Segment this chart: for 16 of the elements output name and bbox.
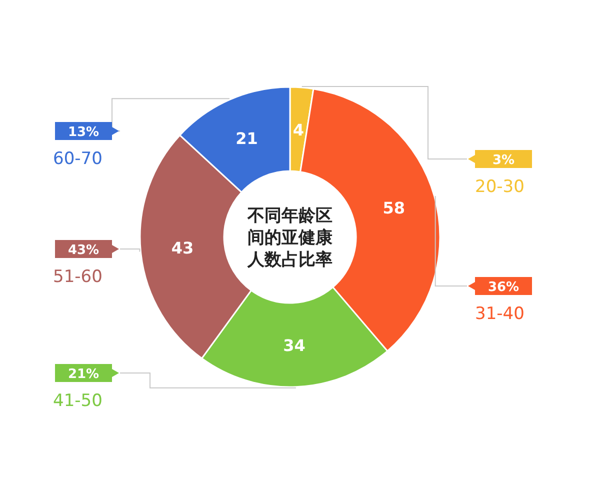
legend-label: 60-70: [53, 149, 102, 169]
text: 3%: [492, 153, 515, 168]
data-label: 58: [382, 198, 406, 218]
data-label: 21: [236, 129, 258, 148]
legend-label: 41-50: [53, 391, 102, 411]
legend-label: 20-30: [475, 177, 524, 197]
legend-label: 31-40: [475, 304, 524, 324]
text: 21%: [68, 367, 100, 382]
data-label: 4: [292, 120, 304, 140]
text: 36%: [488, 280, 520, 295]
data-label: 43: [171, 238, 194, 258]
data-label: 34: [283, 336, 306, 355]
text: 不同年龄区间的亚健康人数占比率: [246, 205, 334, 271]
text: 13%: [68, 125, 100, 140]
text: 43%: [68, 243, 100, 258]
legend-label: 51-60: [53, 267, 102, 287]
